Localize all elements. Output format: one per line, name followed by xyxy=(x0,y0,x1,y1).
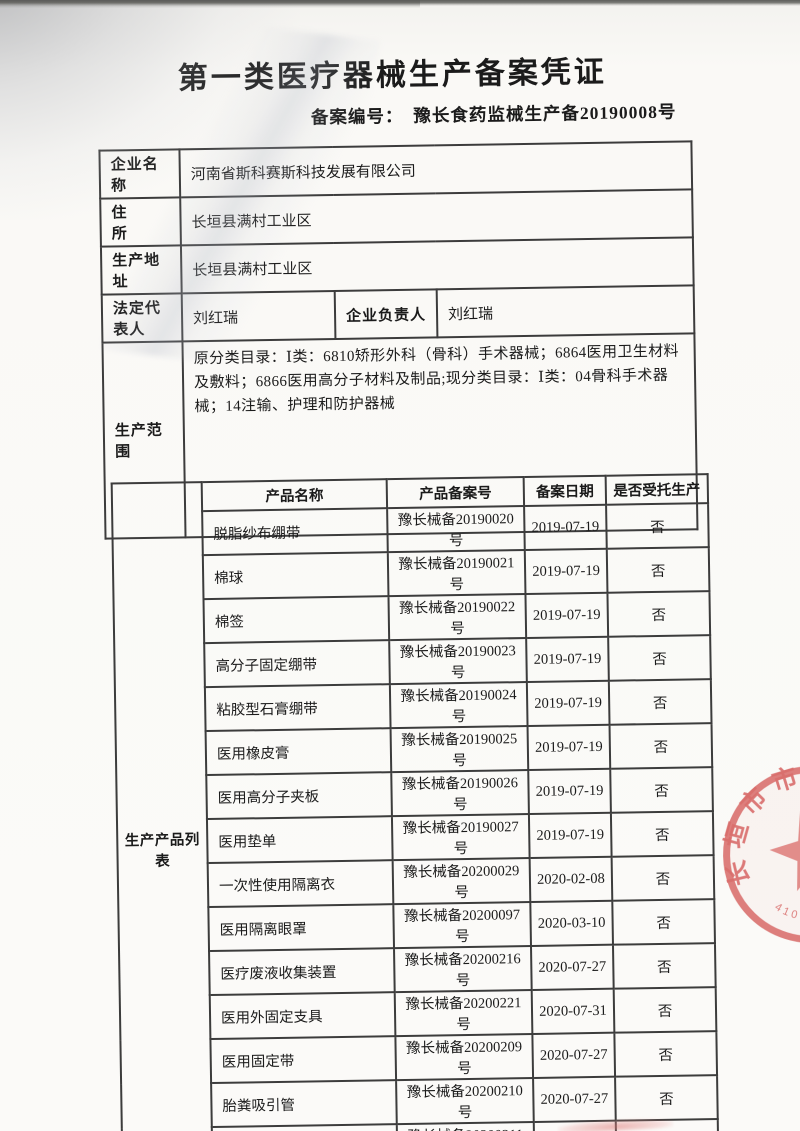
filing-date-cell: 2019-07-19 xyxy=(525,592,609,639)
filing-date-cell: 2019-07-19 xyxy=(526,636,609,683)
product-filing-no-cell: 豫长械备20200097号 xyxy=(393,901,531,949)
entrusted-cell: 否 xyxy=(615,1075,718,1121)
product-filing-no-cell: 豫长械备20200221号 xyxy=(394,989,533,1037)
entrusted-cell: 否 xyxy=(610,767,713,813)
col-header-product-name: 产品名称 xyxy=(201,479,388,512)
entrusted-cell: 否 xyxy=(606,547,710,593)
product-name-cell: 高分子固定绷带 xyxy=(204,640,390,688)
product-filing-no-cell: 豫长械备20190024号 xyxy=(389,682,528,729)
enterprise-head-value: 刘红瑞 xyxy=(436,285,695,338)
filing-date-cell: 2020-07-27 xyxy=(533,1076,616,1122)
product-name-cell: 医用外固定支具 xyxy=(209,992,396,1040)
entrusted-cell: 否 xyxy=(608,679,712,725)
filing-date-cell: 2019-07-19 xyxy=(524,548,608,595)
product-name-cell: 粘胶型石膏绷带 xyxy=(204,684,391,732)
scan-crease xyxy=(100,11,380,379)
entrusted-cell: 否 xyxy=(608,635,711,681)
entrusted-cell: 否 xyxy=(607,591,711,637)
col-header-filing-date: 备案日期 xyxy=(523,475,607,507)
filing-date-cell: 2019-07-19 xyxy=(527,724,611,771)
product-filing-no-cell: 豫长械备20200216号 xyxy=(394,945,532,993)
entrusted-cell: 否 xyxy=(612,899,715,945)
filing-date-cell: 2020-02-08 xyxy=(529,856,613,902)
product-list-table: 生产产品列表 产品名称 产品备案号 备案日期 是否受托生产 脱脂纱布绷带 豫长械… xyxy=(111,473,720,1131)
product-name-cell: 棉球 xyxy=(202,552,389,600)
product-filing-no-cell: 豫长械备20200211号 xyxy=(396,1121,535,1131)
filing-date-cell: 2019-07-19 xyxy=(526,680,610,727)
product-name-cell: 医用隔离眼罩 xyxy=(208,904,395,952)
scan-corner-shadow xyxy=(0,0,300,220)
filing-date-cell: 2020-03-10 xyxy=(530,900,613,946)
product-name-cell: 棉签 xyxy=(203,596,390,644)
product-name-cell: 医用橡皮膏 xyxy=(205,728,392,776)
filing-date-cell: 2020-07-27 xyxy=(530,944,614,990)
product-filing-no-cell: 豫长械备20200210号 xyxy=(396,1077,534,1125)
product-filing-no-cell: 豫长械备20190026号 xyxy=(391,770,529,817)
product-filing-no-cell: 豫长械备20190020号 xyxy=(387,506,525,553)
product-name-cell: 医用固定带 xyxy=(210,1036,397,1084)
product-filing-no-cell: 豫长械备20190027号 xyxy=(391,814,530,861)
entrusted-cell: 否 xyxy=(610,811,714,857)
scan-top-edge-dark xyxy=(0,0,420,9)
product-name-cell: 医用高分子夹板 xyxy=(206,772,392,820)
product-filing-no-cell: 豫长械备20190021号 xyxy=(387,550,526,597)
enterprise-head-label: 企业负责人 xyxy=(334,289,438,339)
product-name-cell: 胎粪吸引管 xyxy=(211,1080,397,1128)
product-name-cell: 医用垫单 xyxy=(206,816,393,864)
filing-date-cell: 2019-07-19 xyxy=(528,812,612,859)
filing-date-cell: 2020-07-27 xyxy=(532,1032,616,1078)
entrusted-cell: 否 xyxy=(612,943,716,989)
entrusted-cell: 否 xyxy=(614,1031,718,1077)
entrusted-cell: 否 xyxy=(611,855,715,901)
product-filing-no-cell: 豫长械备20190023号 xyxy=(389,638,527,685)
entrusted-cell: 否 xyxy=(606,503,709,549)
official-seal-graphic: 长垣市市场监 41072 xyxy=(719,758,800,944)
product-name-cell: 一次性使用隔离衣 xyxy=(207,860,394,908)
product-filing-no-cell: 豫长械备20190025号 xyxy=(390,726,529,773)
entrusted-cell: 否 xyxy=(609,723,713,769)
filing-number-value: 豫长食药监械生产备20190008号 xyxy=(413,101,677,126)
entrusted-cell: 否 xyxy=(613,987,717,1033)
seal-ring xyxy=(723,766,800,944)
official-seal: 长垣市市场监 41072 xyxy=(715,758,800,951)
col-header-entrusted: 是否受托生产 xyxy=(605,474,709,505)
product-filing-no-cell: 豫长械备20200029号 xyxy=(392,858,531,905)
filing-date-cell: 2019-07-19 xyxy=(528,768,611,815)
product-name-cell: 医疗废液收集装置 xyxy=(209,948,395,996)
product-name-cell: 脱脂纱布绷带 xyxy=(202,508,388,556)
product-filing-no-cell: 豫长械备20190022号 xyxy=(388,594,527,641)
filing-date-cell: 2019-07-19 xyxy=(524,504,607,551)
product-list-side-label: 生产产品列表 xyxy=(111,482,214,1131)
product-filing-no-cell: 豫长械备20200209号 xyxy=(395,1033,534,1081)
filing-date-cell: 2020-07-31 xyxy=(531,988,615,1034)
col-header-filing-no: 产品备案号 xyxy=(386,477,525,509)
